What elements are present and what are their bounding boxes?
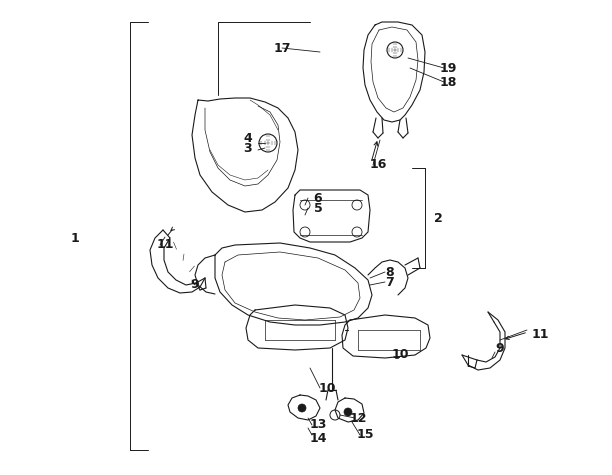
Text: 2: 2: [434, 211, 442, 225]
Text: 10: 10: [391, 349, 409, 361]
Text: 10: 10: [318, 381, 336, 395]
Text: 5: 5: [313, 201, 323, 215]
Circle shape: [298, 404, 306, 412]
Text: 17: 17: [273, 41, 291, 55]
Text: 15: 15: [356, 428, 374, 441]
Text: 14: 14: [309, 431, 327, 445]
Text: 12: 12: [349, 411, 367, 425]
Circle shape: [344, 408, 352, 416]
Text: 19: 19: [439, 61, 457, 75]
Text: 3: 3: [244, 142, 252, 154]
Text: 16: 16: [369, 159, 387, 171]
Text: 8: 8: [386, 266, 394, 278]
Text: 9: 9: [496, 342, 504, 354]
Text: 18: 18: [439, 76, 457, 88]
Text: 11: 11: [156, 238, 174, 251]
Text: 11: 11: [531, 329, 549, 342]
Text: 4: 4: [244, 132, 252, 144]
Text: 7: 7: [386, 276, 394, 288]
Text: 1: 1: [70, 231, 80, 245]
Text: 13: 13: [309, 418, 327, 431]
Text: 9: 9: [191, 278, 200, 292]
Text: 6: 6: [314, 191, 323, 205]
